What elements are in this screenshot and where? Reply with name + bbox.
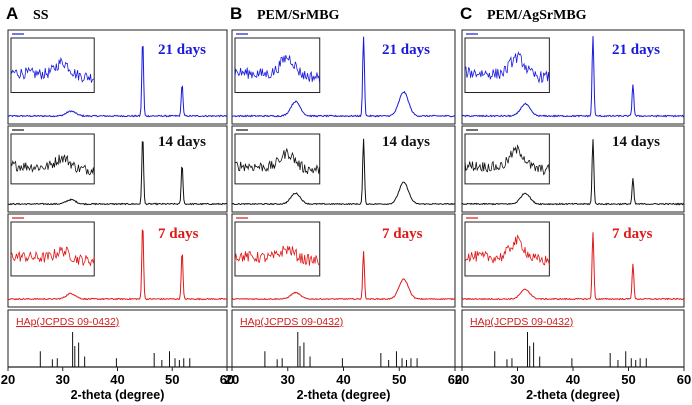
inset-series-line — [234, 147, 321, 175]
xrd-series-line — [231, 138, 456, 206]
xrd-series-line — [7, 229, 228, 301]
x-tick-label: 50 — [621, 372, 635, 387]
x-tick-label: 30 — [281, 372, 295, 387]
inset-box — [10, 133, 95, 185]
day-label: 21 days — [382, 42, 430, 58]
x-tick-label: 50 — [392, 372, 406, 387]
panel-title-B: PEM/SrMBG — [257, 8, 340, 23]
reference-label: HAp(JCPDS 09-0432) — [16, 316, 119, 328]
inset-series-line — [234, 245, 320, 266]
x-tick-label: 20 — [225, 372, 239, 387]
inset-series-line — [10, 57, 95, 83]
day-label: 14 days — [612, 134, 660, 150]
xrd-series-line — [7, 45, 228, 118]
row-frame — [7, 125, 228, 213]
x-tick-label: 30 — [56, 372, 70, 387]
row-frame — [7, 29, 228, 125]
row-frame — [461, 29, 685, 125]
day-label: 21 days — [158, 42, 206, 58]
inset-series-line — [464, 51, 550, 84]
reference-label: HAp(JCPDS 09-0432) — [240, 316, 343, 328]
row-frame — [231, 125, 456, 213]
row-frame — [231, 213, 456, 308]
x-tick-label: 50 — [165, 372, 179, 387]
day-label: 7 days — [158, 226, 199, 242]
panel-letter-C: C — [460, 4, 472, 23]
inset-series-line — [464, 234, 550, 266]
day-label: 14 days — [158, 134, 206, 150]
x-tick-label: 60 — [220, 372, 234, 387]
day-label: 7 days — [382, 226, 423, 242]
inset-series-line — [234, 54, 321, 83]
panel-letter-B: B — [230, 4, 242, 23]
xrd-series-line — [461, 139, 685, 206]
inset-box — [464, 37, 550, 94]
inset-series-line — [10, 246, 95, 266]
x-axis-label: 2-theta (degree) — [297, 388, 391, 402]
x-tick-label: 40 — [566, 372, 580, 387]
row-frame — [461, 125, 685, 213]
xrd-series-line — [231, 36, 456, 118]
x-tick-label: 20 — [1, 372, 15, 387]
inset-box — [234, 221, 321, 277]
day-label: 14 days — [382, 134, 430, 150]
xrd-series-line — [461, 232, 685, 301]
inset-box — [10, 221, 95, 277]
x-tick-label: 20 — [455, 372, 469, 387]
day-label: 21 days — [612, 42, 660, 58]
reference-label: HAp(JCPDS 09-0432) — [470, 316, 573, 328]
x-tick-label: 60 — [448, 372, 462, 387]
panel-title-A: SS — [33, 8, 49, 23]
inset-box — [10, 37, 95, 94]
x-tick-label: 60 — [677, 372, 691, 387]
row-frame — [461, 213, 685, 308]
panel-title-C: PEM/AgSrMBG — [487, 8, 587, 23]
xrd-series-line — [461, 36, 685, 118]
inset-box — [234, 37, 321, 94]
xrd-series-line — [8, 141, 228, 206]
day-label: 7 days — [612, 226, 653, 242]
row-frame — [7, 213, 228, 308]
inset-series-line — [464, 144, 550, 176]
panel-letter-A: A — [6, 4, 18, 23]
x-tick-label: 30 — [510, 372, 524, 387]
inset-series-line — [10, 154, 95, 176]
xrd-series-line — [231, 251, 456, 301]
inset-box — [234, 133, 321, 185]
row-frame — [231, 29, 456, 125]
x-axis-label: 2-theta (degree) — [526, 388, 620, 402]
x-tick-label: 40 — [110, 372, 124, 387]
x-tick-label: 40 — [336, 372, 350, 387]
x-axis-label: 2-theta (degree) — [71, 388, 165, 402]
inset-box — [464, 221, 550, 277]
